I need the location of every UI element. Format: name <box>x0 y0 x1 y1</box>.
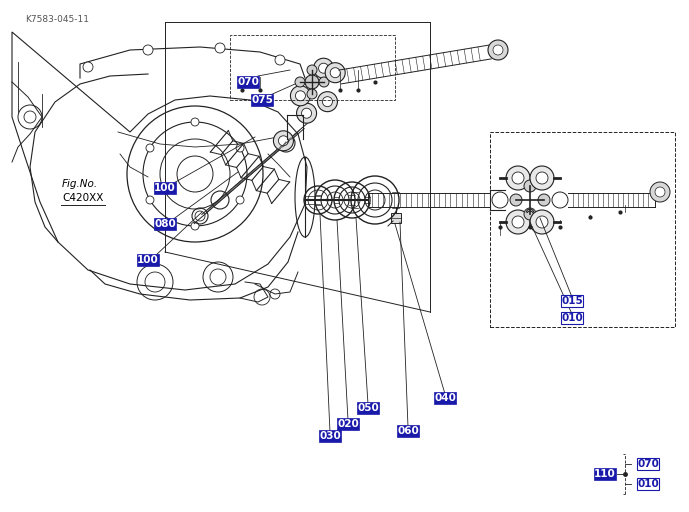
Circle shape <box>493 45 503 55</box>
Circle shape <box>330 68 340 78</box>
Circle shape <box>215 43 225 53</box>
Text: 100: 100 <box>154 183 176 193</box>
Circle shape <box>512 216 524 228</box>
Circle shape <box>302 108 311 118</box>
Text: K7583-045-11: K7583-045-11 <box>25 15 89 24</box>
Circle shape <box>236 196 244 204</box>
Text: 040: 040 <box>434 393 456 403</box>
Circle shape <box>191 118 199 126</box>
FancyBboxPatch shape <box>561 312 583 324</box>
Circle shape <box>307 65 317 75</box>
Bar <box>490 132 675 327</box>
Circle shape <box>146 144 154 152</box>
Text: Fig.No.: Fig.No. <box>62 179 98 189</box>
Circle shape <box>510 194 522 206</box>
Text: 015: 015 <box>561 296 583 306</box>
FancyBboxPatch shape <box>154 218 176 230</box>
Circle shape <box>538 194 550 206</box>
Text: 060: 060 <box>397 426 419 436</box>
FancyBboxPatch shape <box>637 458 659 470</box>
Circle shape <box>191 222 199 230</box>
Text: 100: 100 <box>137 255 159 265</box>
Circle shape <box>506 210 530 234</box>
Circle shape <box>275 55 285 65</box>
Text: 020: 020 <box>337 419 359 429</box>
Circle shape <box>524 208 536 220</box>
Circle shape <box>530 166 554 190</box>
Circle shape <box>305 75 319 89</box>
Text: 070: 070 <box>637 459 659 469</box>
FancyBboxPatch shape <box>337 418 359 430</box>
Circle shape <box>146 196 154 204</box>
Text: C420XX: C420XX <box>62 193 103 203</box>
FancyBboxPatch shape <box>251 94 274 106</box>
Circle shape <box>143 45 153 55</box>
Text: 110: 110 <box>594 469 616 479</box>
Circle shape <box>318 63 329 73</box>
Circle shape <box>278 136 289 146</box>
Text: 075: 075 <box>251 95 273 105</box>
Circle shape <box>536 216 548 228</box>
Text: 010: 010 <box>561 313 583 323</box>
FancyBboxPatch shape <box>357 402 379 414</box>
Circle shape <box>296 91 305 101</box>
Circle shape <box>488 40 508 60</box>
Circle shape <box>536 172 548 184</box>
Circle shape <box>319 77 329 87</box>
Circle shape <box>524 180 536 192</box>
Circle shape <box>313 58 333 78</box>
Circle shape <box>506 166 530 190</box>
Text: 070: 070 <box>237 77 259 87</box>
Circle shape <box>322 97 332 106</box>
Circle shape <box>325 62 345 82</box>
Text: 080: 080 <box>154 219 176 229</box>
FancyBboxPatch shape <box>319 430 341 442</box>
FancyBboxPatch shape <box>637 478 659 490</box>
Circle shape <box>295 77 305 87</box>
Bar <box>230 35 395 100</box>
Circle shape <box>318 92 338 112</box>
Circle shape <box>291 86 311 106</box>
Circle shape <box>650 182 670 202</box>
Circle shape <box>296 103 316 123</box>
FancyBboxPatch shape <box>397 425 419 437</box>
Circle shape <box>530 210 554 234</box>
Circle shape <box>655 187 665 197</box>
Circle shape <box>83 62 93 72</box>
FancyBboxPatch shape <box>137 254 159 266</box>
Bar <box>391 213 401 223</box>
Text: 050: 050 <box>357 403 379 413</box>
FancyBboxPatch shape <box>154 182 176 194</box>
FancyBboxPatch shape <box>561 295 583 307</box>
FancyBboxPatch shape <box>434 392 456 404</box>
FancyBboxPatch shape <box>594 468 616 480</box>
Text: 010: 010 <box>637 479 659 489</box>
Circle shape <box>274 131 294 151</box>
Circle shape <box>307 89 317 99</box>
FancyBboxPatch shape <box>237 76 259 88</box>
Text: 030: 030 <box>319 431 341 441</box>
Circle shape <box>236 144 244 152</box>
Circle shape <box>512 172 524 184</box>
